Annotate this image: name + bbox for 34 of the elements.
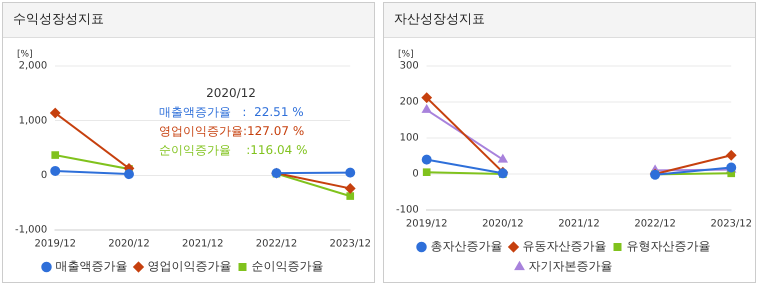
y-tick-label: 100 [400, 132, 419, 144]
annotation: 매출액증가율 : 22.51 % [158, 105, 304, 120]
y-tick-label: 2,000 [18, 60, 48, 72]
x-tick-label: 2023/12 [710, 218, 752, 230]
x-tick-label: 2019/12 [406, 218, 448, 230]
y-tick-label: 200 [400, 96, 419, 108]
y-axis-title: [%] [17, 49, 33, 60]
x-tick-label: 2023/12 [329, 238, 371, 250]
annotation: 순이익증가율 :116.04 % [158, 143, 308, 158]
legend-label: 자기자본증가율 [528, 259, 612, 274]
chart-title: 수익성장성지표 [3, 3, 374, 38]
annotation: 영업이익증가율:127.07 % [158, 124, 304, 138]
legend-label: 순이익증가율 [252, 259, 324, 274]
x-tick-label: 2021/12 [182, 238, 224, 250]
legend-label: 총자산증가율 [430, 239, 502, 254]
x-tick-label: 2019/12 [34, 238, 76, 250]
y-axis-title: [%] [398, 49, 414, 60]
y-tick-label: -1,000 [14, 224, 48, 236]
x-tick-label: 2022/12 [634, 218, 676, 230]
y-tick-label: 1,000 [18, 115, 48, 126]
legend-label: 유형자산증가율 [626, 239, 710, 254]
x-tick-label: 2021/12 [558, 218, 600, 230]
legend-label: 매출액증가율 [56, 259, 128, 274]
x-tick-label: 2020/12 [108, 238, 150, 250]
legend-label: 영업이익증가율 [148, 259, 232, 274]
y-tick-label: 300 [400, 60, 419, 72]
legend-label: 유동자산증가율 [522, 239, 606, 254]
x-tick-label: 2022/12 [256, 238, 298, 250]
x-tick-label: 2020/12 [482, 218, 524, 230]
chart-title: 자산성장성지표 [384, 3, 755, 38]
annotation: 2020/12 [206, 86, 256, 100]
y-tick-label: -100 [396, 204, 419, 216]
y-tick-label: 0 [40, 170, 48, 181]
y-tick-label: 0 [412, 168, 419, 180]
